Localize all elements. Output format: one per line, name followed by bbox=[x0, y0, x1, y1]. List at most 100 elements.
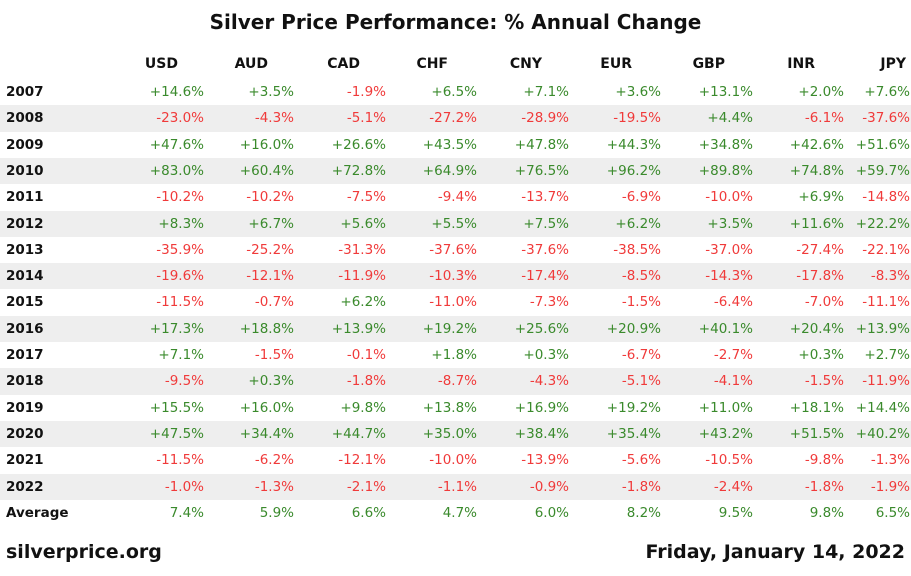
column-header-cad: CAD bbox=[327, 56, 360, 72]
table-cell: +44.7% bbox=[331, 425, 386, 442]
table-row: 2008 -23.0% -4.3% -5.1% -27.2% -28.9% -19.5% +4… bbox=[0, 105, 911, 132]
column-header-cny: CNY bbox=[509, 56, 542, 72]
table-cell: -17.8% bbox=[796, 268, 844, 285]
table-cell: -25.2% bbox=[246, 241, 294, 258]
table-cell: +47.6% bbox=[149, 136, 204, 153]
table-cell: +15.5% bbox=[149, 399, 204, 416]
table-cell: +76.5% bbox=[514, 162, 569, 179]
table-cell: +13.1% bbox=[698, 84, 753, 100]
table-cell: -37.6% bbox=[862, 110, 910, 127]
table-cell: -12.1% bbox=[338, 452, 386, 469]
row-label: 2013 bbox=[6, 241, 44, 258]
row-label: 2009 bbox=[6, 136, 44, 153]
table-cell: -10.3% bbox=[429, 268, 477, 285]
table-cell: +6.2% bbox=[615, 215, 661, 232]
table-cell: 9.8% bbox=[809, 504, 844, 521]
table-cell: -1.8% bbox=[804, 478, 844, 495]
table-cell: +51.5% bbox=[789, 425, 844, 442]
table-row: 2013 -35.9% -25.2% -31.3% -37.6% -37.6% -38.5%… bbox=[0, 237, 911, 263]
table-row: 2018 -9.5% +0.3% -1.8% -8.7% -4.3% -5.1% -4.1% -… bbox=[0, 368, 911, 395]
table-cell: +3.6% bbox=[615, 84, 661, 100]
table-row: 2014 -19.6% -12.1% -11.9% -10.3% -17.4% -8.5% -… bbox=[0, 263, 911, 290]
row-label: 2011 bbox=[6, 189, 44, 206]
table-cell: +60.4% bbox=[239, 162, 294, 179]
table-row: 2011 -10.2% -10.2% -7.5% -9.4% -13.7% -6.9% -10… bbox=[0, 184, 911, 210]
table-row: 2007 +14.6% +3.5% -1.9% +6.5% +7.1% +3.6% +13.1… bbox=[0, 79, 911, 105]
table-cell: -13.9% bbox=[521, 452, 569, 469]
row-label: 2020 bbox=[6, 425, 44, 442]
table-cell: +34.4% bbox=[239, 425, 294, 442]
row-label: 2017 bbox=[6, 347, 44, 363]
table-cell: -2.7% bbox=[713, 347, 753, 363]
table-cell: -38.5% bbox=[613, 241, 661, 258]
table-cell: -19.5% bbox=[613, 110, 661, 127]
table-cell: -8.3% bbox=[870, 268, 910, 285]
table-cell: -9.4% bbox=[437, 189, 477, 206]
table-cell: -9.5% bbox=[164, 373, 204, 390]
row-label: 2012 bbox=[6, 215, 44, 232]
table-cell: -1.5% bbox=[254, 347, 294, 363]
table-cell: +89.8% bbox=[698, 162, 753, 179]
table-cell: -17.4% bbox=[521, 268, 569, 285]
table-cell: +0.3% bbox=[523, 347, 569, 363]
table-cell: -10.5% bbox=[705, 452, 753, 469]
table-cell: -10.0% bbox=[705, 189, 753, 206]
table-cell: +4.4% bbox=[707, 110, 753, 127]
table-cell: -1.8% bbox=[621, 478, 661, 495]
table-cell: -9.8% bbox=[804, 452, 844, 469]
column-header-jpy: JPY bbox=[880, 56, 906, 72]
table-row: 2021 -11.5% -6.2% -12.1% -10.0% -13.9% -5.6% -1… bbox=[0, 447, 911, 473]
table-cell: -14.3% bbox=[705, 268, 753, 285]
table-cell: -5.6% bbox=[621, 452, 661, 469]
column-header-chf: CHF bbox=[416, 56, 448, 72]
table-cell: +7.1% bbox=[158, 347, 204, 363]
table-cell: +47.5% bbox=[149, 425, 204, 442]
table-cell: +83.0% bbox=[149, 162, 204, 179]
column-header-aud: AUD bbox=[234, 56, 268, 72]
table-cell: -1.9% bbox=[346, 84, 386, 100]
table-cell: -1.5% bbox=[804, 373, 844, 390]
row-label: 2010 bbox=[6, 162, 44, 179]
column-header-eur: EUR bbox=[600, 56, 632, 72]
table-cell: +5.5% bbox=[431, 215, 477, 232]
table-cell: +19.2% bbox=[422, 320, 477, 337]
table-cell: +2.7% bbox=[864, 347, 910, 363]
table-cell: +26.6% bbox=[331, 136, 386, 153]
table-cell: +11.6% bbox=[789, 215, 844, 232]
table-cell: +51.6% bbox=[855, 136, 910, 153]
table-cell: +18.1% bbox=[789, 399, 844, 416]
table-cell: -6.1% bbox=[804, 110, 844, 127]
table-cell: +72.8% bbox=[331, 162, 386, 179]
column-header-gbp: GBP bbox=[692, 56, 725, 72]
table-row: 2015 -11.5% -0.7% +6.2% -11.0% -7.3% -1.5% -6.4… bbox=[0, 289, 911, 315]
table-cell: +6.5% bbox=[431, 84, 477, 100]
table-row: Average 7.4% 5.9% 6.6% 4.7% 6.0% 8.2% 9.5% 9.8% 6… bbox=[0, 500, 911, 526]
table-cell: +16.0% bbox=[239, 136, 294, 153]
table-cell: -14.8% bbox=[862, 189, 910, 206]
table-cell: -35.9% bbox=[156, 241, 204, 258]
table-cell: -27.4% bbox=[796, 241, 844, 258]
table-cell: +7.6% bbox=[864, 84, 910, 100]
table-cell: 4.7% bbox=[442, 504, 477, 521]
table-cell: -8.7% bbox=[437, 373, 477, 390]
table-cell: -22.1% bbox=[862, 241, 910, 258]
table-cell: +22.2% bbox=[855, 215, 910, 232]
site-name: silverprice.org bbox=[6, 541, 162, 563]
table-cell: -1.3% bbox=[870, 452, 910, 469]
table-cell: -37.6% bbox=[521, 241, 569, 258]
table-cell: +14.4% bbox=[855, 399, 910, 416]
table-cell: -6.4% bbox=[713, 294, 753, 311]
table-cell: +1.8% bbox=[431, 347, 477, 363]
table-cell: +34.8% bbox=[698, 136, 753, 153]
table-cell: 6.6% bbox=[351, 504, 386, 521]
table-cell: +74.8% bbox=[789, 162, 844, 179]
table-cell: -4.3% bbox=[529, 373, 569, 390]
table-cell: +16.0% bbox=[239, 399, 294, 416]
table-cell: -1.8% bbox=[346, 373, 386, 390]
row-label: 2022 bbox=[6, 478, 44, 495]
table-cell: +44.3% bbox=[606, 136, 661, 153]
row-label: 2015 bbox=[6, 294, 44, 311]
table-cell: +47.8% bbox=[514, 136, 569, 153]
table-cell: +40.2% bbox=[855, 425, 910, 442]
date-label: Friday, January 14, 2022 bbox=[645, 541, 905, 563]
